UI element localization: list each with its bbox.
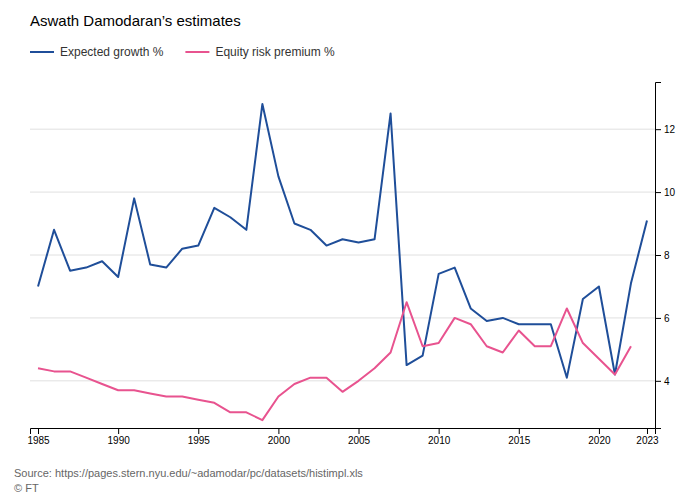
y-tick-label: 6 <box>664 313 670 324</box>
grid-line <box>30 255 655 256</box>
legend-swatch <box>30 51 54 53</box>
x-tick-mark <box>118 428 119 434</box>
y-tick-mark <box>655 192 661 193</box>
grid-line <box>30 317 655 318</box>
x-tick-mark <box>599 428 600 434</box>
annotation: © FT <box>14 482 39 494</box>
x-axis: 1985 1990 1995 2000 2005 2010 2015 2020 2023 <box>27 428 659 446</box>
x-tick-label: 2010 <box>428 435 451 446</box>
x-tick: 1995 <box>188 428 211 446</box>
x-axis-line <box>31 429 656 435</box>
y-tick-mark <box>655 381 661 382</box>
y-tick-mark <box>655 318 661 319</box>
x-tick: 1990 <box>108 428 131 446</box>
legend-item: Equity risk premium % <box>185 45 335 59</box>
y-tick-mark <box>655 129 661 130</box>
x-tick-mark <box>38 428 39 434</box>
x-tick-label: 1990 <box>108 435 131 446</box>
x-tick: 1985 <box>27 428 50 446</box>
legend-label: Expected growth % <box>60 45 164 59</box>
y-tick: 8 <box>655 250 670 261</box>
y-axis: 4 6 8 10 12 <box>655 83 676 429</box>
y-tick-label: 12 <box>664 124 676 135</box>
y-tick: 10 <box>655 187 676 198</box>
x-tick-label: 2005 <box>348 435 371 446</box>
y-tick-label: 10 <box>664 187 676 198</box>
x-tick-mark <box>359 428 360 434</box>
x-tick: 2020 <box>588 428 611 446</box>
x-tick: 2023 <box>636 428 659 446</box>
grid-line <box>30 192 655 193</box>
x-tick-label: 1995 <box>188 435 211 446</box>
y-tick: 6 <box>655 313 670 324</box>
x-tick-label: 2020 <box>588 435 611 446</box>
annotation: Source: https://pages.stern.nyu.edu/~ada… <box>14 467 363 479</box>
legend-swatch <box>185 51 209 53</box>
title: Aswath Damodaran’s estimates <box>30 12 241 29</box>
grid-line <box>30 129 655 130</box>
legend-label: Equity risk premium % <box>215 45 335 59</box>
grid <box>30 129 655 381</box>
y-tick-label: 4 <box>664 376 670 387</box>
x-tick-label: 2015 <box>508 435 531 446</box>
y-tick: 4 <box>655 376 670 387</box>
page: {"chart_data": {"type": "line", "title":… <box>0 0 700 500</box>
grid-line <box>30 380 655 381</box>
y-axis-line <box>656 83 662 429</box>
legend-item: Expected growth % <box>30 45 164 59</box>
x-tick: 2005 <box>348 428 371 446</box>
x-tick: 2010 <box>428 428 451 446</box>
chart-svg: 1985 1990 1995 2000 2005 2010 2015 2020 2023 4 6 8 1… <box>0 0 700 500</box>
x-tick-mark <box>198 428 199 434</box>
x-tick-mark <box>647 428 648 434</box>
y-tick-label: 8 <box>664 250 670 261</box>
legend: Expected growth % Equity risk premium % <box>30 45 335 59</box>
x-tick-label: 1985 <box>27 435 50 446</box>
x-tick-mark <box>278 428 279 434</box>
chart-container: 1985 1990 1995 2000 2005 2010 2015 2020 2023 4 6 8 1… <box>0 0 700 500</box>
x-tick-label: 2023 <box>636 435 659 446</box>
x-tick-mark <box>519 428 520 434</box>
y-tick-mark <box>655 255 661 256</box>
y-tick: 12 <box>655 124 676 135</box>
x-tick: 2015 <box>508 428 531 446</box>
x-tick-label: 2000 <box>268 435 291 446</box>
x-tick-mark <box>439 428 440 434</box>
x-tick: 2000 <box>268 428 291 446</box>
plot-area <box>38 104 647 420</box>
series-line <box>38 302 631 420</box>
